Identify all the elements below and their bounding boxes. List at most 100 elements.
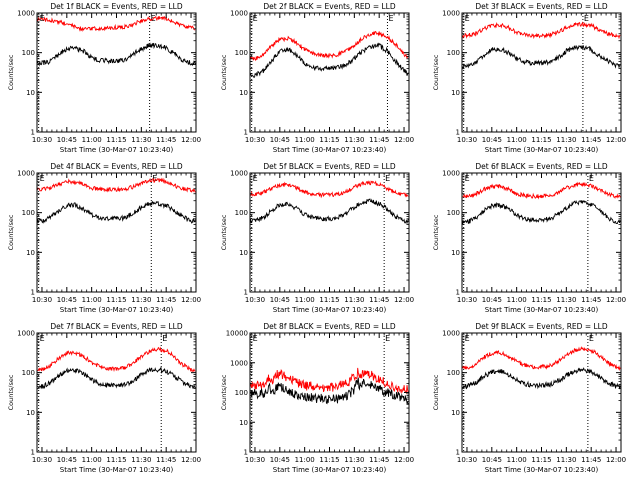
x-tick-label: 11:15: [106, 136, 126, 144]
x-tick-label: 12:00: [606, 456, 626, 464]
panel-det-4: Det 4f BLACK = Events, RED = LLD E E 1 10 100…: [7, 162, 201, 314]
eclipse-marker-label: E: [385, 334, 390, 343]
y-tick-label: 10: [239, 89, 248, 97]
x-axis-label: Start Time (30-Mar-07 10:23:40): [485, 146, 599, 154]
x-tick-label: 11:45: [369, 136, 389, 144]
y-tick-label: 10: [26, 249, 35, 257]
plot-frame: [36, 332, 197, 453]
x-tick-label: 11:30: [131, 296, 151, 304]
y-axis-label: Counts/sec: [432, 214, 440, 250]
x-tick-label: 11:00: [507, 296, 527, 304]
events-curve: [250, 42, 409, 79]
lld-curve: [462, 346, 621, 372]
events-curve: [462, 199, 621, 225]
x-tick-label: 10:45: [482, 136, 502, 144]
x-tick-label: 11:30: [556, 456, 576, 464]
x-tick-label: 11:00: [295, 456, 315, 464]
plot-frame: [36, 12, 197, 133]
x-tick-label: 11:30: [556, 296, 576, 304]
y-tick-label: 10: [451, 89, 460, 97]
panel-det-2: Det 2f BLACK = Events, RED = LLD E E 1 10 100…: [220, 2, 414, 154]
y-axis-label: Counts/sec: [220, 214, 228, 250]
panel-det-6: Det 6f BLACK = Events, RED = LLD E E 1 10 100…: [432, 162, 626, 314]
lld-curve: [462, 181, 621, 200]
y-axis-label: Counts/sec: [7, 374, 15, 410]
eclipse-marker-label: E: [465, 334, 470, 343]
x-tick-label: 10:45: [270, 296, 290, 304]
x-tick-label: 11:30: [131, 136, 151, 144]
y-tick-label: 10: [26, 89, 35, 97]
x-tick-label: 11:30: [556, 136, 576, 144]
y-tick-label: 100: [447, 369, 460, 377]
x-tick-label: 11:15: [531, 136, 551, 144]
y-tick-label: 100: [235, 49, 248, 57]
x-tick-label: 11:15: [319, 296, 339, 304]
y-tick-label: 100: [447, 209, 460, 217]
y-axis-label: Counts/sec: [220, 374, 228, 410]
x-tick-label: 11:45: [581, 296, 601, 304]
x-tick-label: 12:00: [181, 456, 201, 464]
x-tick-label: 11:45: [369, 456, 389, 464]
y-tick-label: 1000: [442, 10, 460, 18]
y-tick-label: 10: [239, 249, 248, 257]
panel-title: Det 7f BLACK = Events, RED = LLD: [50, 322, 183, 331]
x-tick-label: 10:30: [32, 136, 52, 144]
eclipse-marker-label: E: [152, 174, 157, 183]
y-tick-label: 1: [244, 449, 248, 457]
y-axis-label: Counts/sec: [7, 214, 15, 250]
x-tick-label: 10:30: [32, 456, 52, 464]
x-tick-label: 12:00: [606, 296, 626, 304]
x-tick-label: 10:30: [245, 296, 265, 304]
panel-title: Det 6f BLACK = Events, RED = LLD: [475, 162, 608, 171]
eclipse-marker-label: E: [40, 174, 45, 183]
eclipse-marker-label: E: [253, 174, 258, 183]
y-tick-label: 100: [235, 389, 248, 397]
events-curve: [37, 42, 196, 67]
y-tick-label: 1: [244, 129, 248, 137]
x-tick-label: 11:00: [82, 136, 102, 144]
y-tick-label: 1000: [17, 10, 35, 18]
y-tick-label: 10: [239, 419, 248, 427]
panel-det-8: Det 8f BLACK = Events, RED = LLD E E 1 10 100…: [220, 322, 414, 474]
x-tick-label: 11:15: [531, 456, 551, 464]
eclipse-marker-label: E: [589, 174, 594, 183]
x-tick-label: 11:00: [295, 296, 315, 304]
eclipse-marker-label: E: [584, 14, 589, 23]
x-tick-label: 11:30: [344, 296, 364, 304]
x-tick-label: 10:30: [457, 456, 477, 464]
lld-curve: [37, 15, 196, 32]
events-curve: [250, 377, 409, 405]
eclipse-marker-label: E: [162, 334, 167, 343]
x-tick-label: 12:00: [394, 456, 414, 464]
x-tick-label: 10:30: [245, 456, 265, 464]
plot-frame: [249, 12, 410, 133]
y-tick-label: 10000: [226, 330, 248, 338]
y-tick-label: 1: [456, 449, 460, 457]
x-axis-label: Start Time (30-Mar-07 10:23:40): [273, 466, 387, 474]
panel-title: Det 4f BLACK = Events, RED = LLD: [50, 162, 183, 171]
x-tick-label: 12:00: [394, 296, 414, 304]
lld-curve: [37, 346, 196, 373]
y-tick-label: 100: [22, 369, 35, 377]
x-tick-label: 11:15: [106, 296, 126, 304]
x-tick-label: 10:30: [245, 136, 265, 144]
eclipse-marker-label: E: [589, 334, 594, 343]
x-tick-label: 11:00: [82, 456, 102, 464]
x-axis-label: Start Time (30-Mar-07 10:23:40): [485, 466, 599, 474]
y-axis-label: Counts/sec: [220, 54, 228, 90]
lld-curve: [250, 30, 409, 62]
x-tick-label: 10:45: [482, 456, 502, 464]
panel-title: Det 9f BLACK = Events, RED = LLD: [475, 322, 608, 331]
x-tick-label: 11:00: [82, 296, 102, 304]
x-tick-label: 11:45: [581, 456, 601, 464]
y-tick-label: 1000: [442, 170, 460, 178]
x-axis-label: Start Time (30-Mar-07 10:23:40): [273, 146, 387, 154]
lld-curve: [37, 177, 196, 193]
panel-det-3: Det 3f BLACK = Events, RED = LLD E E 1 10 100…: [432, 2, 626, 154]
x-axis-label: Start Time (30-Mar-07 10:23:40): [60, 306, 174, 314]
x-tick-label: 11:30: [131, 456, 151, 464]
x-tick-label: 11:30: [344, 136, 364, 144]
y-tick-label: 100: [22, 49, 35, 57]
x-axis-label: Start Time (30-Mar-07 10:23:40): [60, 466, 174, 474]
lld-curve: [250, 367, 409, 395]
